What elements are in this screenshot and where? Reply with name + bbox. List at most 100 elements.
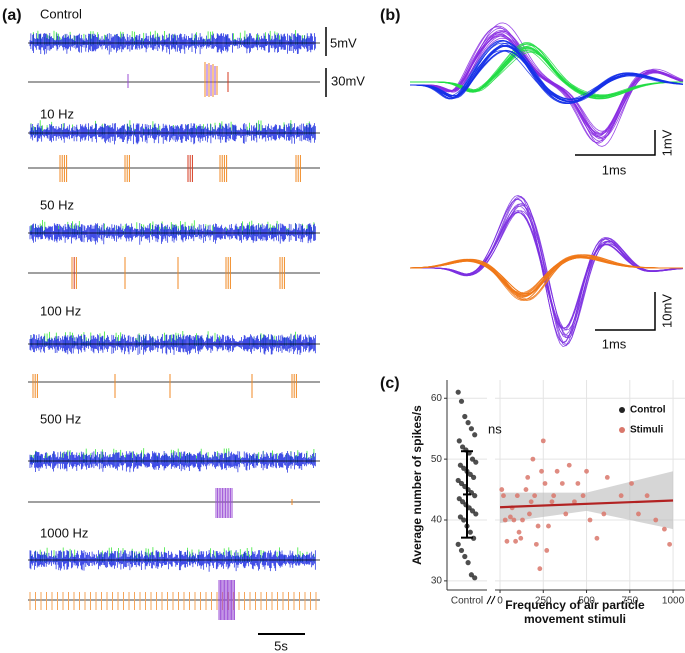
point bbox=[458, 398, 465, 404]
axis-break bbox=[490, 595, 496, 605]
point bbox=[467, 529, 473, 535]
condition-label: 1000 Hz bbox=[40, 525, 88, 540]
x-tick-label: 1000 bbox=[662, 596, 685, 607]
point bbox=[513, 538, 518, 544]
waveform bbox=[410, 50, 684, 100]
scale-label: 10mV bbox=[659, 294, 674, 328]
point bbox=[508, 514, 513, 520]
point bbox=[584, 468, 589, 474]
point bbox=[469, 456, 476, 462]
point bbox=[472, 432, 478, 438]
scale-label: 1ms bbox=[602, 162, 627, 177]
point bbox=[559, 481, 565, 486]
point bbox=[537, 566, 543, 572]
point bbox=[502, 517, 508, 523]
y-tick-label: 40 bbox=[431, 515, 443, 526]
point bbox=[458, 480, 465, 487]
point bbox=[460, 499, 466, 505]
point bbox=[504, 538, 510, 544]
point bbox=[455, 541, 461, 547]
y-axis-title: Average number of spikes/s bbox=[410, 405, 424, 565]
x-axis-title: movement stimuli bbox=[524, 612, 626, 626]
point bbox=[460, 444, 466, 450]
legend-marker bbox=[619, 427, 625, 433]
legend-marker bbox=[619, 407, 625, 413]
y-tick-label: 30 bbox=[431, 576, 443, 587]
point bbox=[594, 535, 600, 541]
point bbox=[549, 499, 555, 505]
point bbox=[468, 426, 474, 432]
point bbox=[458, 547, 465, 554]
point bbox=[514, 493, 520, 499]
point bbox=[473, 459, 479, 465]
waveform bbox=[409, 254, 683, 301]
point bbox=[535, 523, 541, 529]
condition-label: Control bbox=[40, 6, 82, 21]
point bbox=[572, 499, 577, 505]
point bbox=[532, 493, 538, 499]
point bbox=[530, 456, 536, 462]
point bbox=[662, 526, 667, 532]
point bbox=[465, 560, 471, 566]
point bbox=[455, 477, 461, 484]
point bbox=[528, 499, 534, 505]
scale-label: 1ms bbox=[602, 336, 627, 351]
point bbox=[551, 493, 557, 499]
x-tick-label: 750 bbox=[621, 596, 638, 607]
scale-label: 5s bbox=[274, 638, 288, 653]
point bbox=[472, 493, 478, 499]
point bbox=[462, 553, 468, 560]
point bbox=[457, 462, 463, 468]
point bbox=[604, 474, 610, 480]
x-axis-title: Frequency of air particle bbox=[505, 598, 645, 612]
legend-label: Stimuli bbox=[630, 425, 664, 436]
scale-bar bbox=[575, 130, 656, 156]
waveform bbox=[410, 32, 684, 138]
point bbox=[636, 511, 641, 517]
point bbox=[456, 496, 462, 502]
condition-label: 100 Hz bbox=[40, 303, 81, 318]
point bbox=[523, 487, 529, 492]
point bbox=[471, 474, 477, 480]
point bbox=[457, 514, 463, 520]
waveform bbox=[410, 22, 684, 147]
point bbox=[539, 468, 544, 474]
point bbox=[644, 493, 650, 499]
x-tick-label: 0 bbox=[497, 596, 503, 607]
point bbox=[575, 481, 581, 486]
point bbox=[601, 511, 607, 517]
confidence-band bbox=[500, 471, 674, 530]
point bbox=[516, 529, 522, 535]
point bbox=[546, 523, 551, 529]
panel-label: (b) bbox=[380, 7, 400, 24]
waveform bbox=[410, 203, 684, 339]
annotation: ns bbox=[488, 421, 502, 436]
trace-blue bbox=[29, 550, 316, 572]
point bbox=[468, 572, 474, 578]
point bbox=[653, 517, 659, 523]
y-tick-label: 50 bbox=[431, 454, 443, 465]
point bbox=[461, 517, 467, 523]
x-tick-label: 500 bbox=[578, 596, 595, 607]
x-tick-label: Control bbox=[451, 596, 483, 607]
point bbox=[533, 541, 539, 547]
waveform bbox=[410, 35, 684, 135]
scale-label: 30mV bbox=[331, 73, 365, 88]
waveform bbox=[409, 39, 684, 104]
point bbox=[554, 468, 560, 474]
condition-label: 10 Hz bbox=[40, 106, 74, 121]
point bbox=[456, 438, 462, 444]
point bbox=[461, 465, 467, 471]
axis-break bbox=[486, 595, 492, 605]
point bbox=[540, 438, 546, 444]
point bbox=[462, 413, 468, 420]
point bbox=[527, 511, 532, 517]
point bbox=[518, 535, 524, 541]
point bbox=[499, 487, 505, 492]
scale-bar bbox=[595, 292, 656, 331]
point bbox=[525, 474, 531, 480]
point bbox=[618, 493, 624, 499]
point bbox=[472, 575, 478, 581]
waveform bbox=[410, 34, 684, 136]
